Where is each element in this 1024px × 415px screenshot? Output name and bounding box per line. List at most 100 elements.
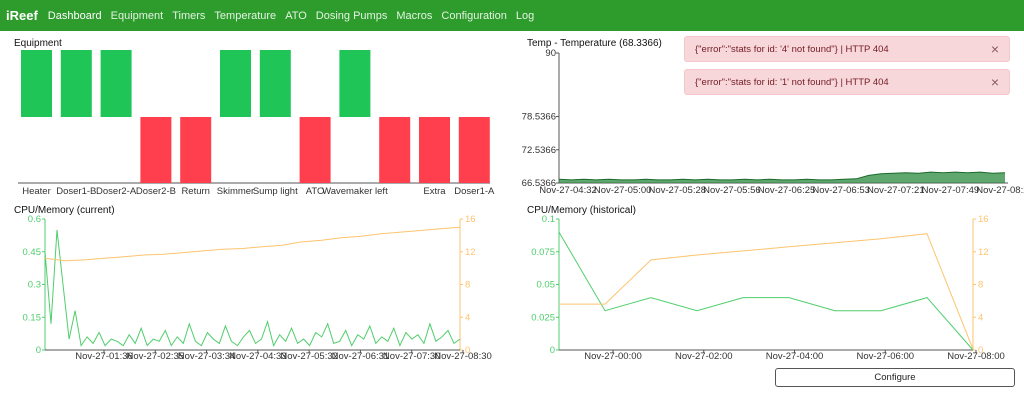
x-tick-label: ATO (306, 186, 325, 197)
y-tick-label-right: 16 (465, 214, 476, 225)
y-tick-label-left: 0.6 (28, 214, 41, 225)
bar-doser2-a (100, 50, 132, 117)
x-tick-label: Nov-27-02:00 (675, 351, 733, 362)
y-tick-label: 72.5366 (522, 145, 556, 156)
memory-line (559, 233, 974, 350)
nav-ato[interactable]: ATO (285, 9, 307, 22)
x-tick-label: Return (181, 186, 210, 197)
y-tick-label: 78.5366 (522, 112, 556, 123)
x-tick-label: Nov-27-00:00 (584, 351, 642, 362)
nav-timers[interactable]: Timers (172, 9, 206, 22)
y-tick-label-left: 0.05 (537, 280, 556, 291)
cpu-line (44, 229, 461, 347)
x-tick-label: Nov-27-05:00 (594, 185, 652, 196)
y-tick-label-right: 8 (978, 280, 983, 291)
x-tick-label: Nov-27-05:56 (703, 185, 761, 196)
y-tick-label: 66.5366 (522, 178, 556, 189)
x-tick-label: Nov-27-08:29 (976, 185, 1024, 196)
bar-sump-light (259, 50, 291, 117)
x-tick-label: Doser2-B (136, 186, 176, 197)
nav-dosing-pumps[interactable]: Dosing Pumps (315, 9, 388, 22)
y-tick-label-right: 4 (978, 312, 983, 323)
x-tick-label: Nov-27-05:32 (280, 351, 338, 362)
bar-doser1-a (458, 117, 490, 183)
temperature-line (558, 171, 1006, 181)
y-tick-label-left: 0.1 (542, 214, 555, 225)
x-tick-label: Extra (423, 186, 446, 197)
alert-message: {"error":"stats for id: '1' not found"} … (695, 76, 889, 88)
x-tick-label: Wavemaker left (322, 186, 388, 197)
y-tick-label-left: 0.45 (23, 247, 42, 258)
y-tick-label-right: 12 (978, 247, 989, 258)
bar-return (180, 117, 212, 183)
bar-heater (21, 50, 52, 117)
y-tick-label-right: 0 (978, 345, 983, 356)
bar-doser1-b (60, 50, 92, 117)
close-icon[interactable]: × (990, 74, 999, 90)
nav-configuration[interactable]: Configuration (441, 9, 507, 22)
y-tick-label-left: 0.075 (531, 247, 555, 258)
bar-ato (299, 117, 331, 183)
x-tick-label: Doser1-A (454, 186, 495, 197)
x-tick-label: Heater (22, 186, 51, 197)
y-tick-label-right: 4 (465, 312, 470, 323)
x-tick-label: Nov-27-08:00 (947, 351, 1005, 362)
bar-extra (419, 117, 450, 183)
bar-skimmer (220, 50, 251, 117)
y-tick-label-left: 0.025 (531, 312, 555, 323)
nav-temperature[interactable]: Temperature (214, 9, 277, 22)
cpu-line (558, 231, 974, 351)
y-tick-label-left: 0.15 (23, 312, 42, 323)
y-tick-label-left: 0 (550, 345, 555, 356)
error-alert-2: {"error":"stats for id: '1' not found"} … (684, 69, 1010, 95)
x-tick-label: Skimmer (217, 186, 254, 197)
bar-wavemaker-left (339, 50, 371, 117)
x-tick-label: Doser1-B (56, 186, 96, 197)
y-tick-label-right: 12 (465, 247, 476, 258)
cpu-historical-title: CPU/Memory (historical) (527, 205, 636, 216)
x-tick-label: Nov-27-02:35 (127, 351, 185, 362)
y-tick-label-right: 8 (465, 280, 470, 291)
x-tick-label: Nov-27-01:36 (75, 351, 133, 362)
navbar: iReef Dashboard Equipment Timers Tempera… (0, 0, 1024, 31)
x-tick-label: Nov-27-07:30 (383, 351, 441, 362)
nav-dashboard[interactable]: Dashboard (47, 9, 102, 22)
temperature-chart: 66.536672.536678.536690Nov-27-04:32Nov-2… (522, 48, 1024, 196)
x-tick-label: Nov-27-05:28 (648, 185, 706, 196)
y-tick-label-right: 0 (465, 345, 470, 356)
x-tick-label: Nov-27-06:31 (332, 351, 390, 362)
close-icon[interactable]: × (990, 41, 999, 57)
y-tick-label-left: 0 (36, 345, 41, 356)
configure-button[interactable]: Configure (775, 368, 1015, 387)
x-tick-label: Nov-27-03:34 (178, 351, 236, 362)
y-tick-label-left: 0.3 (28, 280, 41, 291)
nav-log[interactable]: Log (515, 9, 535, 22)
brand-logo[interactable]: iReef (6, 8, 38, 23)
y-tick-label: 90 (545, 48, 556, 59)
bar-unnamed (379, 117, 411, 183)
error-alert-1: {"error":"stats for id: '4' not found"} … (684, 36, 1010, 62)
x-tick-label: Nov-27-07:21 (867, 185, 925, 196)
x-tick-label: Sump light (253, 186, 298, 197)
x-tick-label: Nov-27-06:53 (812, 185, 870, 196)
x-tick-label: Nov-27-04:33 (229, 351, 287, 362)
bar-doser2-b (140, 117, 172, 183)
equipment-chart: Heater Doser1-B Doser2-A Doser2-B Return Skim… (18, 50, 495, 197)
x-tick-label: Nov-27-06:25 (758, 185, 816, 196)
memory-line (44, 226, 461, 262)
nav-macros[interactable]: Macros (396, 9, 433, 22)
temperature-title: Temp - Temperature (68.3366) (527, 38, 662, 49)
equipment-title: Equipment (14, 38, 62, 49)
x-tick-label: Nov-27-07:49 (922, 185, 980, 196)
nav-equipment[interactable]: Equipment (110, 9, 164, 22)
y-tick-label-right: 16 (978, 214, 989, 225)
x-tick-label: Nov-27-04:32 (539, 185, 597, 196)
x-tick-label: Nov-27-04:00 (766, 351, 824, 362)
cpu-current-title: CPU/Memory (current) (14, 205, 115, 216)
x-tick-label: Nov-27-08:30 (434, 351, 492, 362)
x-tick-label: Nov-27-06:00 (856, 351, 914, 362)
x-tick-label: Doser2-A (96, 186, 137, 197)
alert-message: {"error":"stats for id: '4' not found"} … (695, 43, 889, 55)
